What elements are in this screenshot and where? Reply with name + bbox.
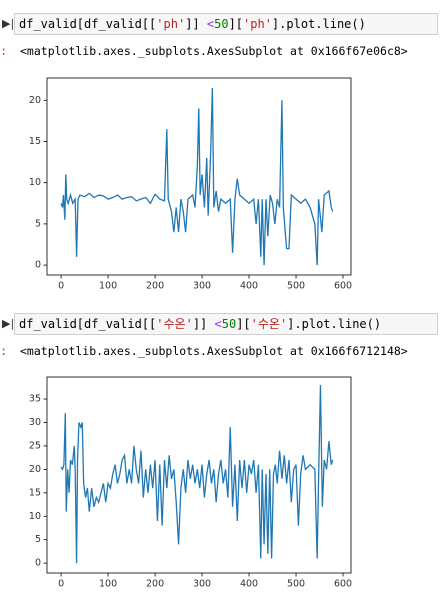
code-token: ].plot.line() xyxy=(271,17,366,31)
y-tick-label: 35 xyxy=(29,394,41,405)
output-prompt: : xyxy=(0,44,8,58)
x-tick-label: 200 xyxy=(146,281,164,292)
x-tick-label: 400 xyxy=(240,281,258,292)
y-tick-label: 20 xyxy=(29,95,41,106)
y-tick-label: 10 xyxy=(29,177,41,188)
code-token: < xyxy=(206,17,215,31)
x-tick-label: 100 xyxy=(99,281,117,292)
axes-frame xyxy=(46,376,352,574)
code-token: 50 xyxy=(214,17,229,31)
run-icon[interactable]: ▶| xyxy=(2,317,15,330)
data-line xyxy=(60,87,334,266)
code-token: 'ph' xyxy=(243,17,272,31)
output-prompt: : xyxy=(0,344,8,358)
code-token: ]] xyxy=(192,317,215,331)
code-input[interactable]: df_valid[df_valid[['ph']] <50]['ph'].plo… xyxy=(14,13,438,35)
x-tick-label: 600 xyxy=(334,281,352,292)
code-token: ][ xyxy=(236,317,251,331)
y-tick-label: 15 xyxy=(29,136,41,147)
code-token: ][ xyxy=(228,17,244,31)
y-tick-label: 30 xyxy=(29,417,41,428)
x-tick-label: 600 xyxy=(334,579,352,590)
y-tick-label: 5 xyxy=(35,218,41,229)
x-tick-label: 400 xyxy=(240,579,258,590)
code-input[interactable]: df_valid[df_valid[['수온']] <50]['수온'].plo… xyxy=(14,313,438,335)
code-token: < xyxy=(214,317,222,331)
x-tick-label: 300 xyxy=(193,281,211,292)
y-tick-label: 25 xyxy=(29,440,41,451)
x-tick-label: 300 xyxy=(193,579,211,590)
y-tick-label: 10 xyxy=(29,511,41,522)
x-tick-label: 100 xyxy=(99,579,117,590)
x-tick-label: 500 xyxy=(287,579,305,590)
x-tick-label: 0 xyxy=(58,281,64,292)
code-token: df_valid[df_valid[[ xyxy=(19,17,157,31)
code-token: ]] xyxy=(185,17,207,31)
run-icon[interactable]: ▶| xyxy=(2,17,15,30)
output-text: <matplotlib.axes._subplots.AxesSubplot a… xyxy=(20,344,408,358)
code-token: df_valid[df_valid[[ xyxy=(19,317,157,331)
code-token: '수온' xyxy=(156,317,193,331)
y-tick-label: 20 xyxy=(29,464,41,475)
y-tick-label: 15 xyxy=(29,487,41,498)
axes-frame xyxy=(46,77,352,276)
code-token: 'ph' xyxy=(156,17,186,31)
code-token: 50 xyxy=(221,317,237,331)
y-tick-label: 5 xyxy=(35,534,41,545)
code-token: ].plot.line() xyxy=(287,317,382,331)
y-tick-label: 0 xyxy=(35,558,41,569)
data-line xyxy=(60,384,334,564)
output-text: <matplotlib.axes._subplots.AxesSubplot a… xyxy=(20,44,408,58)
x-tick-label: 500 xyxy=(287,281,305,292)
x-tick-label: 0 xyxy=(58,579,64,590)
x-tick-label: 200 xyxy=(146,579,164,590)
code-token: '수온' xyxy=(250,317,288,331)
y-tick-label: 0 xyxy=(35,260,41,271)
